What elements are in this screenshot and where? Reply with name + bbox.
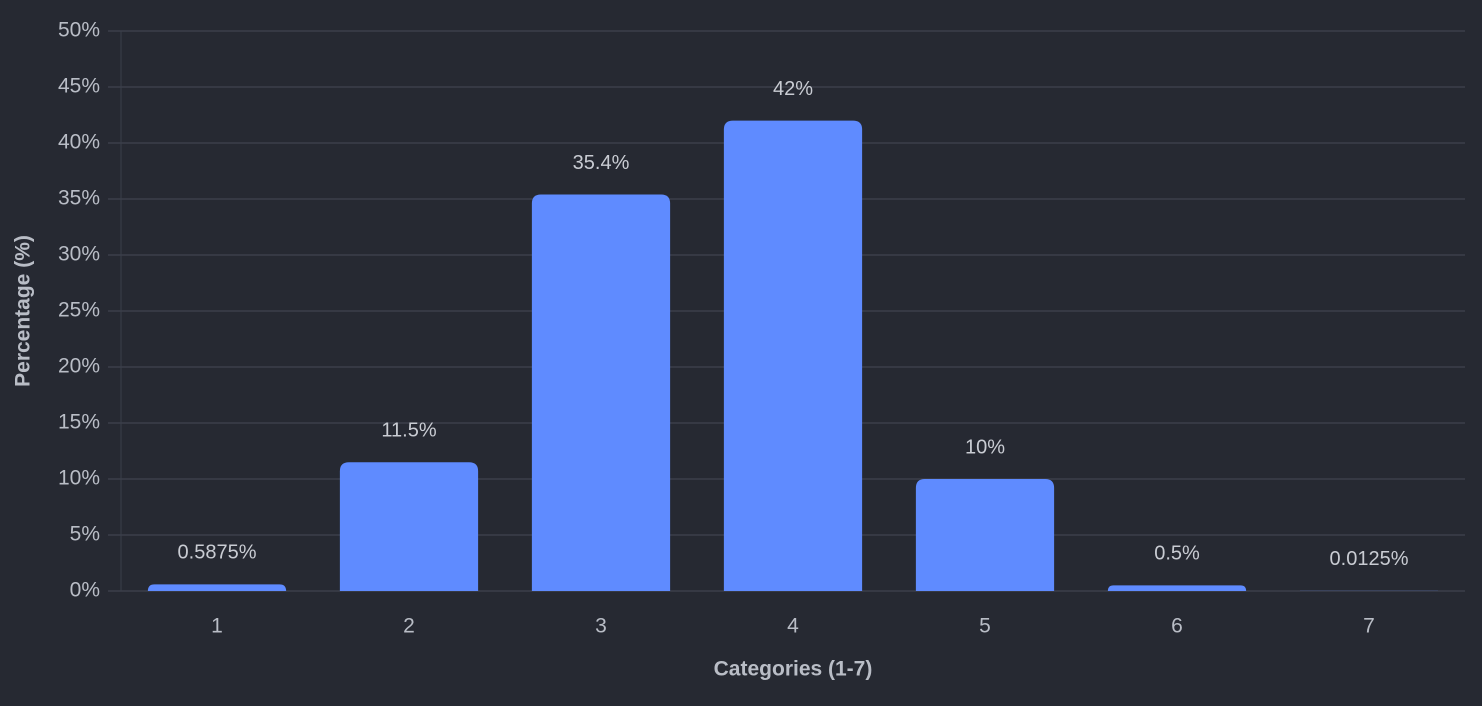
bar [915,479,1055,591]
y-tick-label: 25% [58,299,100,322]
value-label: 10% [965,436,1005,458]
value-label: 0.5875% [178,542,257,564]
y-tick-label: 5% [70,523,100,546]
x-tick-label: 1 [211,615,223,638]
y-tick-label: 0% [70,579,100,602]
y-tick-label: 35% [58,187,100,210]
value-label: 0.0125% [1330,548,1409,570]
x-tick-label: 7 [1363,615,1375,638]
y-axis-title: Percentage (%) [12,235,35,387]
bar [531,194,671,591]
y-tick-label: 40% [58,131,100,154]
x-axis-title: Categories (1-7) [714,658,873,681]
y-tick-label: 50% [58,19,100,42]
x-tick-label: 6 [1171,615,1183,638]
x-tick-label: 4 [787,615,799,638]
y-tick-label: 45% [58,75,100,98]
y-tick-label: 20% [58,355,100,378]
value-label: 11.5% [381,419,436,441]
x-tick-label: 3 [595,615,607,638]
bar [339,462,479,591]
value-label: 0.5% [1154,543,1200,565]
y-tick-label: 10% [58,467,100,490]
y-tick-label: 30% [58,243,100,266]
value-label: 42% [773,78,813,100]
y-tick-label: 15% [58,411,100,434]
x-tick-label: 2 [403,615,415,638]
bar [1107,585,1247,591]
value-label: 35.4% [573,152,630,174]
x-tick-label: 5 [979,615,991,638]
bar [147,584,287,591]
bar [723,120,863,591]
